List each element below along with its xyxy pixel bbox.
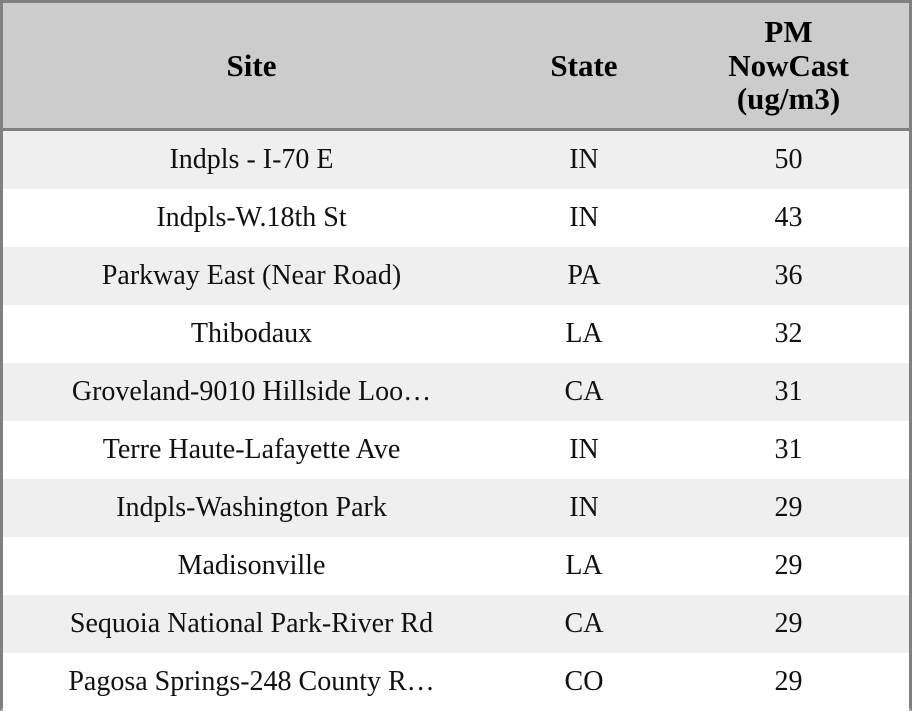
cell-site: Indpls - I-70 E	[3, 129, 500, 189]
cell-value: 29	[668, 653, 909, 711]
cell-state: IN	[500, 479, 668, 537]
table-row[interactable]: Indpls-Washington Park IN 29	[3, 479, 909, 537]
table-header-row: Site State PM NowCast (ug/m3)	[3, 3, 909, 131]
column-header-site[interactable]: Site	[3, 3, 500, 131]
cell-site: Indpls-Washington Park	[3, 479, 500, 537]
table-row[interactable]: Thibodaux LA 32	[3, 305, 909, 363]
cell-site: Pagosa Springs-248 County R…	[3, 653, 500, 711]
cell-site: Indpls-W.18th St	[3, 189, 500, 247]
cell-site: Parkway East (Near Road)	[3, 247, 500, 305]
cell-value: 31	[668, 363, 909, 421]
cell-state: PA	[500, 247, 668, 305]
cell-state: CO	[500, 653, 668, 711]
table-row[interactable]: Groveland-9010 Hillside Loo… CA 31	[3, 363, 909, 421]
cell-value: 31	[668, 421, 909, 479]
table-row[interactable]: Indpls - I-70 E IN 50	[3, 129, 909, 189]
cell-site: Groveland-9010 Hillside Loo…	[3, 363, 500, 421]
pm-nowcast-table: Site State PM NowCast (ug/m3) Indpls - I…	[3, 3, 909, 711]
table-row[interactable]: Madisonville LA 29	[3, 537, 909, 595]
cell-state: LA	[500, 537, 668, 595]
table-row[interactable]: Terre Haute-Lafayette Ave IN 31	[3, 421, 909, 479]
table-row[interactable]: Sequoia National Park-River Rd CA 29	[3, 595, 909, 653]
cell-state: LA	[500, 305, 668, 363]
cell-value: 43	[668, 189, 909, 247]
cell-state: IN	[500, 129, 668, 189]
cell-value: 29	[668, 595, 909, 653]
cell-value: 36	[668, 247, 909, 305]
cell-state: IN	[500, 421, 668, 479]
cell-site: Thibodaux	[3, 305, 500, 363]
cell-site: Madisonville	[3, 537, 500, 595]
column-header-state[interactable]: State	[500, 3, 668, 131]
table-row[interactable]: Pagosa Springs-248 County R… CO 29	[3, 653, 909, 711]
cell-value: 32	[668, 305, 909, 363]
cell-value: 50	[668, 129, 909, 189]
table-row[interactable]: Indpls-W.18th St IN 43	[3, 189, 909, 247]
cell-state: CA	[500, 595, 668, 653]
table-body: Indpls - I-70 E IN 50 Indpls-W.18th St IN 43 P…	[3, 129, 909, 711]
column-header-pm-nowcast[interactable]: PM NowCast (ug/m3)	[668, 3, 909, 131]
table-row[interactable]: Parkway East (Near Road) PA 36	[3, 247, 909, 305]
cell-state: CA	[500, 363, 668, 421]
cell-site: Sequoia National Park-River Rd	[3, 595, 500, 653]
cell-site: Terre Haute-Lafayette Ave	[3, 421, 500, 479]
cell-value: 29	[668, 479, 909, 537]
cell-value: 29	[668, 537, 909, 595]
table-header: Site State PM NowCast (ug/m3)	[3, 3, 909, 131]
cell-state: IN	[500, 189, 668, 247]
